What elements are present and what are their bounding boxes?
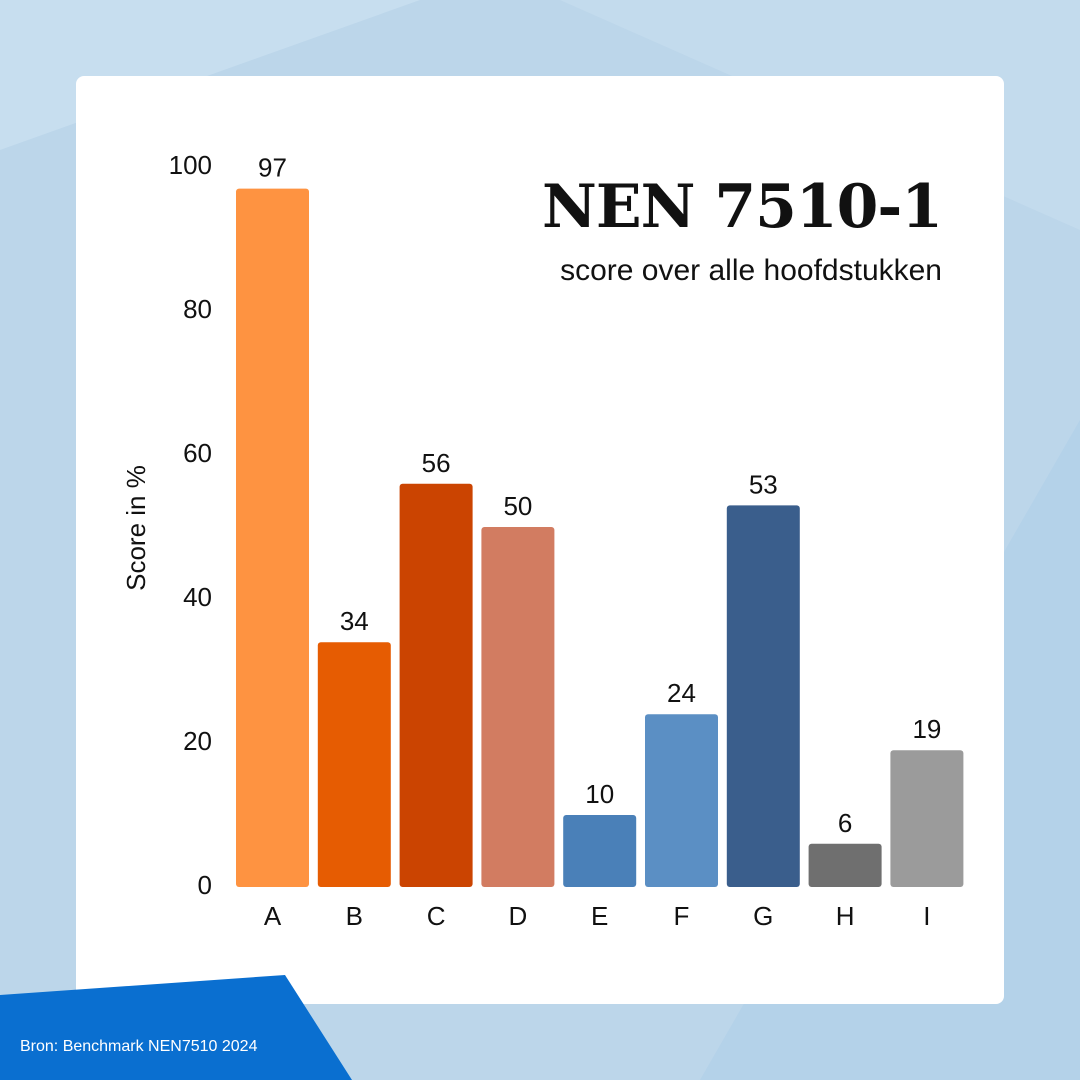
x-tick-label: I: [923, 901, 930, 931]
bar-i: [890, 750, 964, 887]
y-tick-label: 40: [183, 582, 212, 612]
bar-e: [563, 815, 637, 887]
bar-value-label: 6: [838, 808, 852, 838]
bar-value-label: 97: [258, 153, 287, 183]
bar-value-label: 50: [503, 491, 532, 521]
x-tick-label: D: [509, 901, 528, 931]
x-tick-label: B: [346, 901, 363, 931]
x-tick-label: C: [427, 901, 446, 931]
y-tick-label: 80: [183, 294, 212, 324]
bar-value-label: 53: [749, 469, 778, 499]
chart-subtitle: score over alle hoofdstukken: [560, 254, 942, 287]
y-tick-label: 60: [183, 438, 212, 468]
bar-value-label: 56: [422, 448, 451, 478]
bar-value-label: 19: [912, 714, 941, 744]
y-tick-label: 20: [183, 726, 212, 756]
bar-a: [236, 188, 309, 888]
source-note: Bron: Benchmark NEN7510 2024: [20, 1038, 258, 1055]
bars: [236, 188, 964, 888]
chart-title: NEN 7510-1: [542, 172, 943, 242]
y-axis-ticks: 0 20 40 60 80 100: [169, 150, 212, 900]
bar-value-label: 10: [585, 779, 614, 809]
x-tick-label: A: [264, 901, 282, 931]
y-tick-label: 0: [198, 870, 212, 900]
x-axis-ticks: A B C D E F G H I: [264, 901, 931, 931]
x-tick-label: F: [674, 901, 690, 931]
y-tick-label: 100: [169, 150, 212, 180]
y-axis-label: Score in %: [121, 465, 151, 591]
bar-value-labels: 97 34 56 50 10 24 53 6 19: [258, 153, 941, 838]
bar-f: [645, 714, 718, 887]
bar-b: [317, 642, 391, 887]
bar-value-label: 24: [667, 678, 696, 708]
bar-d: [481, 527, 555, 887]
bar-h: [808, 843, 882, 887]
x-tick-label: E: [591, 901, 608, 931]
bar-g: [726, 505, 800, 887]
x-tick-label: H: [836, 901, 855, 931]
x-tick-label: G: [753, 901, 773, 931]
bar-value-label: 34: [340, 606, 369, 636]
bar-c: [399, 483, 473, 887]
